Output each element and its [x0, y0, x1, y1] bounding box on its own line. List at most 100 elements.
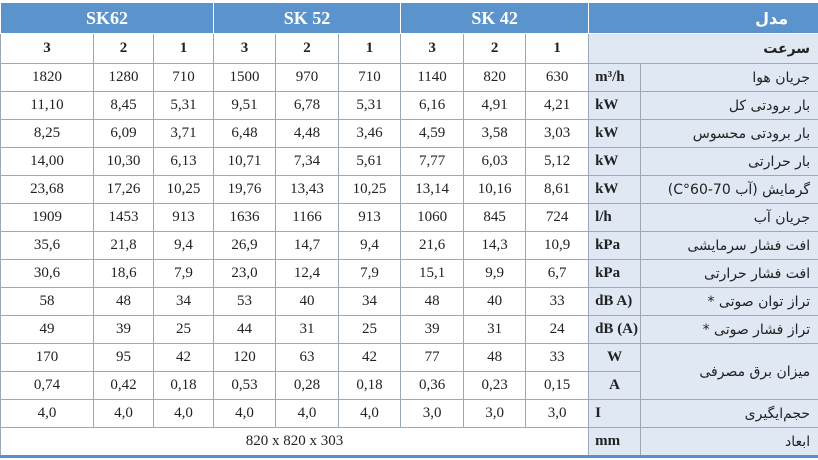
- value-cell: 58: [0, 287, 94, 316]
- unit-cell: kW: [588, 119, 642, 148]
- value-cell: 14,7: [275, 231, 340, 260]
- value-cell: 0,74: [0, 371, 94, 400]
- speed-value: 2: [93, 33, 154, 64]
- value-cell: 4,0: [152, 399, 215, 428]
- value-cell: 10,25: [338, 175, 402, 204]
- value-cell: 49: [0, 315, 94, 344]
- value-cell: 3,0: [463, 399, 527, 428]
- value-cell: 34: [338, 287, 402, 316]
- row-label: میزان برق مصرفی: [640, 343, 818, 400]
- table-row: 30,6 18,6 7,9 23,0 12,4 7,9 15,1 9,9 6,7 kPa افت ف…: [0, 259, 818, 288]
- value-cell: 0,18: [338, 371, 402, 400]
- value-cell: 9,51: [213, 91, 277, 120]
- value-cell: 9,4: [152, 231, 215, 260]
- row-label: بار برودتی کل: [640, 91, 818, 120]
- row-label: بار حرارتی: [640, 147, 818, 176]
- unit-cell: kPa: [588, 231, 642, 260]
- table-row: SK62 SK 52 SK 42 مدل: [0, 2, 818, 34]
- row-label: سرعت: [588, 33, 818, 64]
- value-cell: 1500: [213, 63, 277, 92]
- value-cell: 5,12: [525, 147, 590, 176]
- value-cell: 34: [152, 287, 215, 316]
- unit-cell: mm: [588, 427, 642, 457]
- value-cell: 12,4: [275, 259, 340, 288]
- value-cell: 8,61: [525, 175, 590, 204]
- value-cell: 7,9: [338, 259, 402, 288]
- value-cell: 3,03: [525, 119, 590, 148]
- value-cell: 42: [338, 343, 402, 372]
- value-cell: 53: [213, 287, 277, 316]
- value-cell: 4,0: [93, 399, 154, 428]
- value-cell: 31: [275, 315, 340, 344]
- value-cell: 63: [275, 343, 340, 372]
- table-row: 11,10 8,45 5,31 9,51 6,78 5,31 6,16 4,91 4,21 kW ب…: [0, 91, 818, 120]
- value-cell: 4,59: [400, 119, 465, 148]
- speed-value: 1: [152, 33, 215, 64]
- model-header: SK62: [0, 2, 215, 34]
- value-cell: 0,15: [525, 371, 590, 400]
- value-cell: 9,4: [338, 231, 402, 260]
- value-cell: 710: [338, 63, 402, 92]
- value-cell: 21,8: [93, 231, 154, 260]
- value-cell: 35,6: [0, 231, 94, 260]
- value-cell: 23,0: [213, 259, 277, 288]
- value-cell: 6,78: [275, 91, 340, 120]
- value-cell: 970: [275, 63, 340, 92]
- row-label: افت فشار حرارتی: [640, 259, 818, 288]
- value-cell: 724: [525, 203, 590, 232]
- row-label: ابعاد: [640, 427, 818, 457]
- value-cell: 3,0: [525, 399, 590, 428]
- table-row: 23,68 17,26 10,25 19,76 13,43 10,25 13,14 10,16…: [0, 175, 818, 204]
- unit-cell: kW: [588, 91, 642, 120]
- model-header: SK 52: [213, 2, 402, 34]
- value-cell: 10,25: [152, 175, 215, 204]
- value-cell: 1453: [93, 203, 154, 232]
- value-cell: 4,0: [338, 399, 402, 428]
- value-cell: 6,48: [213, 119, 277, 148]
- value-cell: 0,18: [152, 371, 215, 400]
- value-cell: 4,0: [213, 399, 277, 428]
- value-cell: 4,0: [275, 399, 340, 428]
- value-cell: 0,53: [213, 371, 277, 400]
- value-cell: 9,9: [463, 259, 527, 288]
- speed-value: 1: [525, 33, 590, 64]
- value-cell: 44: [213, 315, 277, 344]
- value-cell: 14,3: [463, 231, 527, 260]
- table-row: 58 48 34 53 40 34 48 40 33 dB A) تراز توان صوتی *: [0, 287, 818, 316]
- speed-value: 3: [213, 33, 277, 64]
- value-cell: 4,48: [275, 119, 340, 148]
- table-row: 820 x 820 x 303 mm ابعاد: [0, 427, 818, 457]
- dimensions-value: 820 x 820 x 303: [0, 427, 590, 457]
- value-cell: 14,00: [0, 147, 94, 176]
- value-cell: 3,0: [400, 399, 465, 428]
- value-cell: 10,16: [463, 175, 527, 204]
- table-row: 49 39 25 44 31 25 39 31 24 dB (A) تراز فشار صوتی *: [0, 315, 818, 344]
- value-cell: 40: [275, 287, 340, 316]
- row-label: جریان آب: [640, 203, 818, 232]
- table-row: 35,6 21,8 9,4 26,9 14,7 9,4 21,6 14,3 10,9 kPa افت…: [0, 231, 818, 260]
- value-cell: 10,30: [93, 147, 154, 176]
- unit-cell: kPa: [588, 259, 642, 288]
- value-cell: 0,36: [400, 371, 465, 400]
- value-cell: 39: [400, 315, 465, 344]
- value-cell: 5,31: [152, 91, 215, 120]
- value-cell: 6,7: [525, 259, 590, 288]
- value-cell: 3,46: [338, 119, 402, 148]
- value-cell: 6,03: [463, 147, 527, 176]
- value-cell: 33: [525, 287, 590, 316]
- row-label: حجم‌ایگیری: [640, 399, 818, 428]
- value-cell: 23,68: [0, 175, 94, 204]
- value-cell: 48: [400, 287, 465, 316]
- table-row: 170 95 42 120 63 42 77 48 33 W میزان برق مصرفی: [0, 343, 818, 400]
- value-cell: 30,6: [0, 259, 94, 288]
- unit-cell: l/h: [588, 203, 642, 232]
- value-cell: 7,9: [152, 259, 215, 288]
- value-cell: 15,1: [400, 259, 465, 288]
- value-cell: 19,76: [213, 175, 277, 204]
- value-cell: 8,45: [93, 91, 154, 120]
- value-cell: 170: [0, 343, 94, 372]
- value-cell: 31: [463, 315, 527, 344]
- value-cell: 1280: [93, 63, 154, 92]
- unit-cell: W: [588, 343, 642, 372]
